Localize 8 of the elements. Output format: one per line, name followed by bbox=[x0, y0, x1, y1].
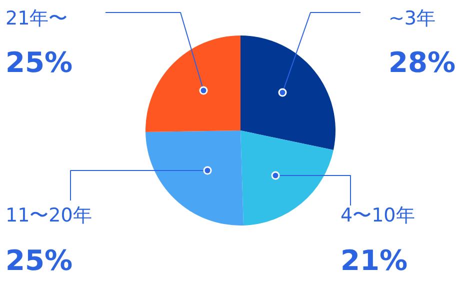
slice-label: 21年〜 bbox=[6, 8, 68, 30]
data-label: 25% bbox=[6, 46, 73, 79]
slice-label: 11〜20年 bbox=[6, 204, 92, 226]
data-label: 28% bbox=[388, 46, 456, 79]
data-label: 21% bbox=[340, 244, 408, 277]
slice-label: ~3年 bbox=[388, 8, 436, 30]
data-label: 25% bbox=[6, 244, 73, 277]
slice-label: 4〜10年 bbox=[340, 204, 415, 226]
